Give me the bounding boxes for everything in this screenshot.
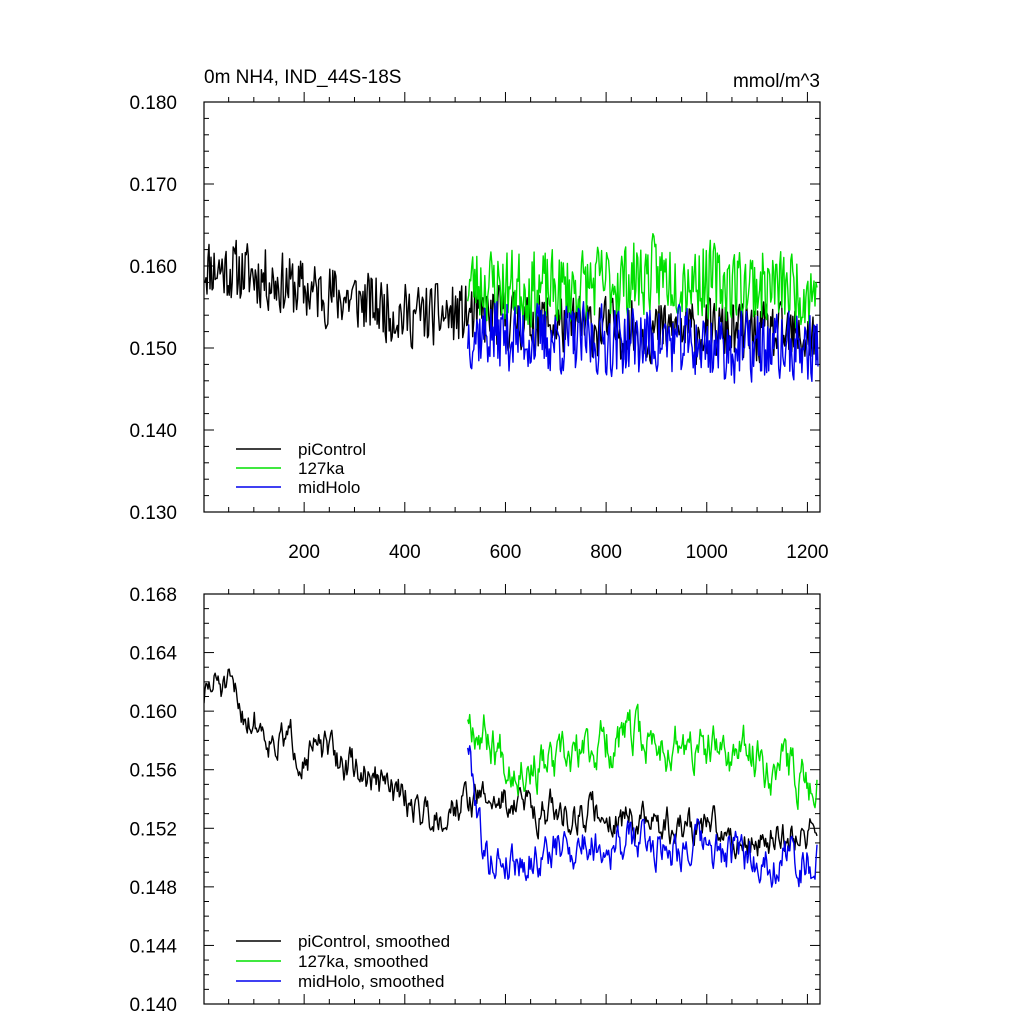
legend-label: midHolo, smoothed [298, 972, 444, 991]
legend-label: piControl [298, 440, 366, 459]
legend-label: 127ka [298, 459, 345, 478]
y-tick-label: 0.164 [129, 644, 177, 665]
y-tick-label: 0.150 [129, 339, 177, 360]
x-tick-label: 1200 [786, 542, 828, 563]
bottom-panel-series [204, 668, 818, 888]
bottom-panel-y-tick-labels: 0.140 0.144 0.148 0.152 0.156 0.160 0.164 0.168 [129, 585, 177, 1016]
y-tick-label: 0.140 [129, 995, 177, 1016]
top-panel-series [204, 232, 819, 384]
series-line-1 [467, 703, 818, 810]
y-tick-label: 0.130 [129, 503, 177, 524]
x-tick-label: 400 [389, 542, 421, 563]
x-tick-label: 800 [590, 542, 622, 563]
legend-label: midHolo [298, 478, 360, 497]
series-line-1 [467, 232, 818, 330]
top-panel-title: 0m NH4, IND_44S-18S [204, 67, 401, 88]
y-tick-label: 0.168 [129, 585, 177, 606]
x-tick-label: 1000 [686, 542, 728, 563]
y-tick-label: 0.180 [129, 93, 177, 114]
x-tick-label: 200 [288, 542, 320, 563]
bottom-panel: 0.140 0.144 0.148 0.152 0.156 0.160 0.164 0.168… [129, 584, 821, 1016]
x-tick-label: 600 [490, 542, 522, 563]
top-panel-units: mmol/m^3 [733, 71, 820, 92]
top-panel-frame [203, 101, 821, 513]
y-tick-label: 0.156 [129, 761, 177, 782]
series-line-0 [204, 239, 818, 365]
y-tick-label: 0.170 [129, 175, 177, 196]
y-tick-label: 0.140 [129, 421, 177, 442]
series-line-0 [204, 668, 818, 860]
legend-label: 127ka, smoothed [298, 952, 428, 971]
top-panel: 0m NH4, IND_44S-18S mmol/m^3 0.1300.1400… [129, 67, 828, 563]
y-tick-label: 0.160 [129, 702, 177, 723]
bottom-panel-ticks [204, 584, 820, 1005]
y-tick-label: 0.152 [129, 819, 177, 840]
legend-label: piControl, smoothed [298, 932, 450, 951]
top-panel-ticks [204, 92, 820, 513]
series-line-2 [467, 745, 818, 888]
top-panel-y-tick-labels: 0.130 0.140 0.150 0.160 0.170 0.180 [129, 93, 177, 524]
y-tick-label: 0.144 [129, 936, 177, 957]
top-panel-x-tick-labels: 200 400 600 800 1000 1200 [288, 542, 828, 563]
y-tick-label: 0.160 [129, 257, 177, 278]
y-tick-label: 0.148 [129, 878, 177, 899]
series-line-2 [467, 301, 819, 384]
bottom-panel-frame [203, 593, 821, 1005]
